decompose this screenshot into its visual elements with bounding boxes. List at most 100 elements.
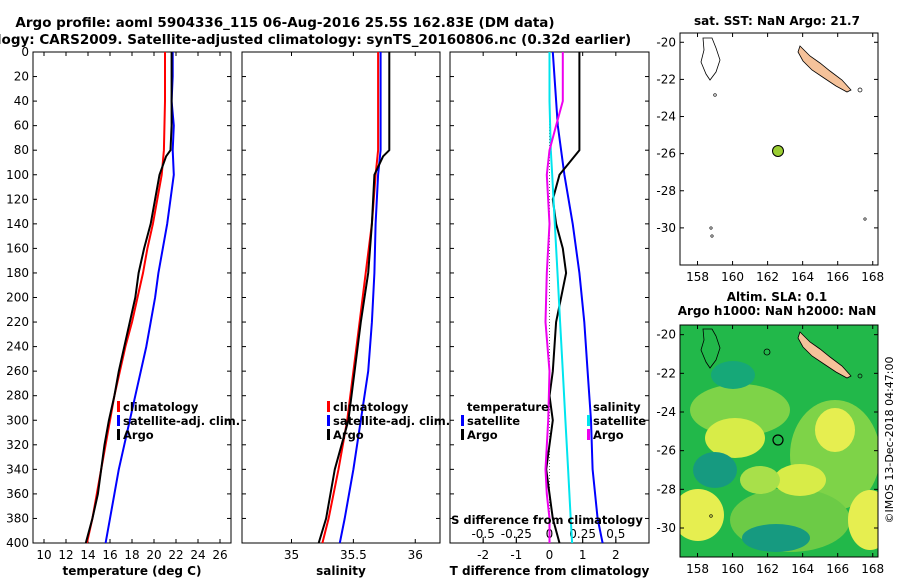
- lat-tick-label: -22: [656, 72, 676, 86]
- sla-blob: [815, 408, 855, 452]
- x-tick-label: 10: [36, 548, 51, 562]
- legend-label: satellite: [467, 414, 520, 428]
- island: [857, 373, 863, 379]
- legend-label: satellite-adj. clim.: [333, 414, 450, 428]
- x-tick-label: 18: [124, 548, 139, 562]
- x-tick-label: 0: [546, 548, 554, 562]
- depth-tick-label: 340: [6, 462, 29, 476]
- top-x-tick-label: -0.5: [471, 527, 494, 541]
- island: [863, 217, 867, 221]
- legend-label: Argo: [333, 428, 364, 442]
- x-tick-label: 26: [212, 548, 227, 562]
- depth-tick-label: 20: [14, 70, 29, 84]
- series-line-s-argo: [544, 52, 564, 543]
- depth-tick-label: 280: [6, 389, 29, 403]
- salinity-legend: climatology satellite-adj. clim. Argo: [327, 400, 450, 442]
- lat-tick-label: -30: [656, 221, 676, 235]
- legend-swatch-satellite: [327, 415, 330, 426]
- lat-tick-label: -20: [656, 35, 676, 49]
- plot-frame: [32, 51, 232, 544]
- legend-swatch-satellite: [117, 415, 120, 426]
- legend-label: Argo: [593, 428, 624, 442]
- x-tick-label: 14: [80, 548, 95, 562]
- sla-map-axes: 158 160 162 164 166 168 -20 -22 -24 -26 -28 -30: [656, 325, 884, 576]
- depth-tick-label: 200: [6, 291, 29, 305]
- depth-tick-label: 220: [6, 315, 29, 329]
- sla-blob: [705, 418, 765, 458]
- lat-tick-label: -24: [656, 110, 676, 124]
- depth-tick-label: 40: [14, 94, 29, 108]
- imos-timestamp: ©IMOS 13-Dec-2018 04:47:00: [883, 357, 896, 524]
- lat-tick-label: -26: [656, 147, 676, 161]
- sla-blob: [742, 524, 810, 552]
- legend-swatch-s-argo: [587, 429, 590, 440]
- x-tick-label: -1: [510, 548, 522, 562]
- legend-label: Argo: [467, 428, 498, 442]
- series-line-satellite-adj-clim-: [104, 52, 175, 544]
- x-axis-label: salinity: [316, 564, 366, 578]
- x-axis-label: T difference from climatology: [450, 564, 650, 578]
- series-line-t-argo: [545, 52, 581, 544]
- island: [763, 348, 771, 356]
- series-line-satellite-adj-clim-: [338, 52, 382, 544]
- legend-swatch-climatology: [117, 401, 120, 412]
- legend-label: salinity: [593, 400, 641, 414]
- depth-tick-label: 380: [6, 511, 29, 525]
- figure-title-line1: Argo profile: aoml 5904336_115 06-Aug-20…: [15, 15, 554, 31]
- legend-label: satellite-adj. clim.: [123, 414, 240, 428]
- depth-tick-label: 180: [6, 266, 29, 280]
- legend-swatch-t-satellite: [461, 415, 464, 426]
- series-line-argo: [84, 52, 173, 544]
- lat-tick-label: -28: [656, 482, 676, 496]
- x-tick-label: 16: [102, 548, 117, 562]
- lon-tick-label: 160: [721, 562, 744, 576]
- depth-tick-label: 260: [6, 364, 29, 378]
- plot-frame: [241, 51, 441, 544]
- lon-tick-label: 168: [861, 562, 884, 576]
- sla-blob: [680, 489, 724, 541]
- lon-tick-label: 166: [826, 562, 849, 576]
- series-line-climatology: [321, 52, 380, 544]
- top-x-tick-label: 0.5: [606, 527, 625, 541]
- sst-map-frame: [679, 32, 879, 266]
- island: [709, 226, 713, 230]
- top-x-tick-label: 0.25: [569, 527, 596, 541]
- lat-tick-label: -24: [656, 405, 676, 419]
- sla-blob: [690, 384, 790, 436]
- difference-legend: temperature satellite Argo salinity sate…: [451, 400, 646, 527]
- depth-axis: 0 20 40 60 80 100 120 140 160 180 200 220 240 260 280 3…: [6, 45, 29, 550]
- figure-title-line2: Climatology: CARS2009. Satellite-adjuste…: [0, 32, 631, 48]
- sla-blob: [711, 361, 755, 389]
- island: [857, 87, 863, 93]
- sla-map: Altim. SLA: 0.1 Argo h1000: NaN h2000: N…: [656, 290, 884, 576]
- salinity-panel: 35 35.5 36 salinity: [241, 51, 441, 578]
- sla-map-title-line2: Argo h1000: NaN h2000: NaN: [678, 304, 877, 318]
- lon-tick-label: 166: [826, 270, 849, 284]
- depth-tick-label: 360: [6, 487, 29, 501]
- s-difference-axis-label: S difference from climatology: [451, 513, 643, 527]
- lat-tick-label: -22: [656, 366, 676, 380]
- sst-map-title: sat. SST: NaN Argo: 21.7: [694, 14, 860, 28]
- profile-location-marker: [772, 434, 784, 446]
- lon-tick-label: 160: [721, 270, 744, 284]
- x-tick-label: -2: [477, 548, 489, 562]
- lon-tick-label: 164: [791, 270, 814, 284]
- legend-label: satellite: [593, 414, 646, 428]
- depth-tick-label: 300: [6, 413, 29, 427]
- x-tick-label: 24: [190, 548, 205, 562]
- x-tick-label: 35.5: [340, 548, 367, 562]
- lon-tick-label: 168: [861, 270, 884, 284]
- depth-tick-label: 100: [6, 168, 29, 182]
- top-x-tick-label: -0.25: [501, 527, 532, 541]
- series-line-s-satellite: [548, 52, 574, 544]
- sla-blob: [740, 466, 780, 494]
- sla-map-frame: [679, 324, 879, 558]
- new-caledonia: [797, 45, 852, 93]
- australia-coastline: [700, 37, 721, 81]
- lat-tick-label: -30: [656, 521, 676, 535]
- lon-tick-label: 162: [756, 270, 779, 284]
- depth-tick-label: 320: [6, 438, 29, 452]
- sst-map: sat. SST: NaN Argo: 21.7 158 160 162 164 166…: [656, 14, 884, 284]
- legend-swatch-argo: [117, 429, 120, 440]
- legend-swatch-argo: [327, 429, 330, 440]
